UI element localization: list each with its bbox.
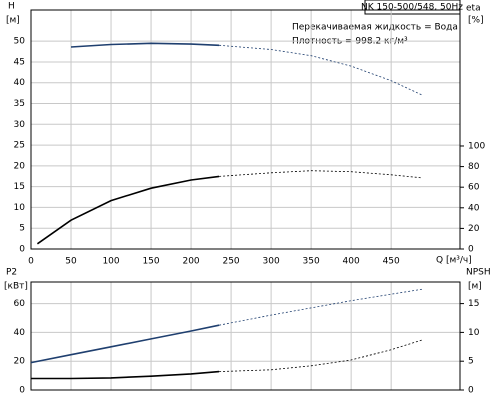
y2-tick-label: 100 xyxy=(468,141,485,151)
y-tick-label: 5 xyxy=(19,224,25,234)
curve xyxy=(31,370,220,380)
x-tick-label: 300 xyxy=(263,257,280,267)
x-tick-label: 250 xyxy=(222,257,239,267)
y-tick-label: 20 xyxy=(14,357,26,367)
plot-frame xyxy=(30,9,461,250)
y-tick-label: 20 xyxy=(14,161,26,171)
curve xyxy=(219,339,423,372)
x-tick-label: 0 xyxy=(28,257,34,267)
y-tick-label: 35 xyxy=(14,99,25,109)
y2-tick-label: 10 xyxy=(468,328,480,338)
y-tick-label: 45 xyxy=(14,57,25,67)
chart-title: NK 150-500/548, 50Hz xyxy=(361,3,463,13)
y-tick-label: 60 xyxy=(14,299,26,309)
x-tick-label: 450 xyxy=(383,257,400,267)
plot-frame xyxy=(30,281,461,391)
y-tick-label: 40 xyxy=(14,328,26,338)
curve xyxy=(219,44,423,96)
y2-tick-label: 5 xyxy=(468,357,474,367)
x-tick-label: 400 xyxy=(343,257,360,267)
y-tick-label: 0 xyxy=(19,245,25,255)
y2-tick-label: 0 xyxy=(468,245,474,255)
curve xyxy=(70,42,220,48)
y2-tick-label: 15 xyxy=(468,299,479,309)
y-axis-label: P2 xyxy=(6,268,17,278)
x-tick-label: 50 xyxy=(65,257,77,267)
y-tick-label: 50 xyxy=(14,37,26,47)
y-tick-label: 40 xyxy=(14,78,26,88)
y2-axis-label: [%] xyxy=(468,16,484,26)
x-tick-label: 350 xyxy=(303,257,320,267)
x-axis-label: Q [м³/ч] xyxy=(436,256,472,266)
y2-tick-label: 80 xyxy=(468,162,480,172)
y-axis-label: [м] xyxy=(6,16,20,26)
curve xyxy=(219,170,423,179)
y2-tick-label: 0 xyxy=(468,386,474,396)
y-tick-label: 25 xyxy=(14,141,25,151)
y2-tick-label: 20 xyxy=(468,224,480,234)
y2-tick-label: 40 xyxy=(468,203,480,213)
y-tick-label: 15 xyxy=(14,182,25,192)
title-box xyxy=(364,0,461,15)
y2-axis-label: eta xyxy=(466,4,481,14)
y2-tick-label: 60 xyxy=(468,183,480,193)
y-tick-label: 10 xyxy=(14,203,26,213)
x-tick-label: 150 xyxy=(142,257,159,267)
y-tick-label: 0 xyxy=(19,386,25,396)
curve xyxy=(36,175,220,245)
y-axis-label: H xyxy=(8,2,15,12)
curve xyxy=(219,288,423,326)
y2-axis-label: NPSH xyxy=(466,268,491,278)
y2-axis-label: [м] xyxy=(468,282,482,292)
y-tick-label: 30 xyxy=(14,120,26,130)
y-axis-label: [кВт] xyxy=(4,282,28,292)
annotation: Перекачиваемая жидкость = Вода xyxy=(292,23,458,33)
x-tick-label: 100 xyxy=(102,257,119,267)
x-tick-label: 200 xyxy=(182,257,199,267)
curve xyxy=(30,324,220,364)
